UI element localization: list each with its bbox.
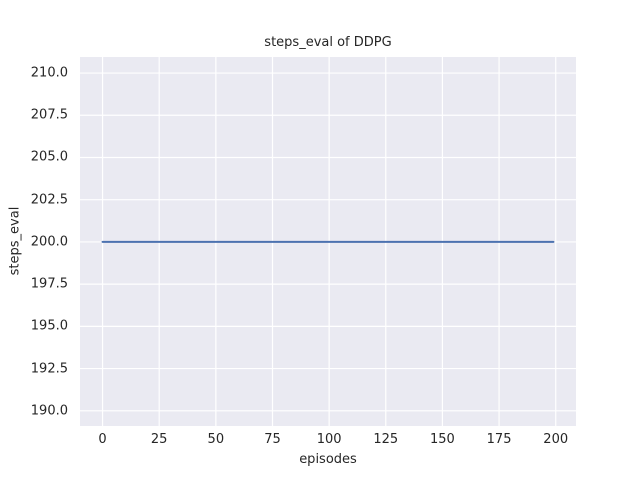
x-axis-tick-label: 0 xyxy=(98,432,107,447)
x-axis-tick-label: 25 xyxy=(150,432,168,447)
plot-canvas xyxy=(80,57,576,426)
y-axis-label: steps_eval xyxy=(7,206,23,276)
x-axis-tick-label: 125 xyxy=(373,432,399,447)
x-axis-tick-label: 100 xyxy=(316,432,342,447)
y-axis-tick-label: 190.0 xyxy=(30,403,68,419)
x-axis-tick-label: 150 xyxy=(430,432,455,447)
y-axis-tick-label: 205.0 xyxy=(30,149,68,165)
x-axis-label: episodes xyxy=(299,452,357,467)
x-axis-tick-label: 75 xyxy=(264,432,281,447)
y-axis-tick-label: 192.5 xyxy=(30,361,68,377)
y-axis-tick-label: 210.0 xyxy=(30,65,68,81)
y-axis-tick-label: 202.5 xyxy=(30,192,68,208)
x-axis-tick-label: 50 xyxy=(207,432,225,447)
x-axis-tick-label: 175 xyxy=(486,432,512,447)
x-axis-tick-label: 200 xyxy=(543,432,569,447)
y-axis-tick-label: 197.5 xyxy=(30,276,68,292)
y-axis-tick-label: 200.0 xyxy=(30,234,68,250)
chart-title: steps_eval of DDPG xyxy=(264,35,392,50)
plot-area xyxy=(80,57,576,426)
y-axis-tick-label: 207.5 xyxy=(30,107,68,123)
y-axis-tick-label: 195.0 xyxy=(30,318,68,334)
